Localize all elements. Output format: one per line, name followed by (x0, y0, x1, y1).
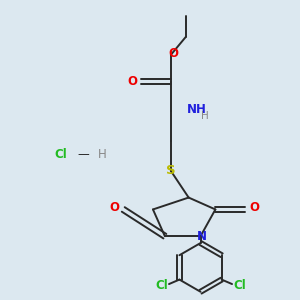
Text: O: O (109, 202, 119, 214)
Text: Cl: Cl (55, 148, 67, 161)
Text: S: S (166, 164, 175, 177)
Text: Cl: Cl (155, 279, 168, 292)
Text: Cl: Cl (233, 279, 246, 292)
Text: H: H (98, 148, 107, 161)
Text: H: H (200, 111, 208, 121)
Text: O: O (127, 75, 137, 88)
Text: O: O (249, 202, 259, 214)
Text: N: N (197, 230, 207, 243)
Text: —: — (77, 148, 89, 161)
Text: O: O (169, 47, 179, 60)
Text: NH: NH (187, 103, 207, 116)
